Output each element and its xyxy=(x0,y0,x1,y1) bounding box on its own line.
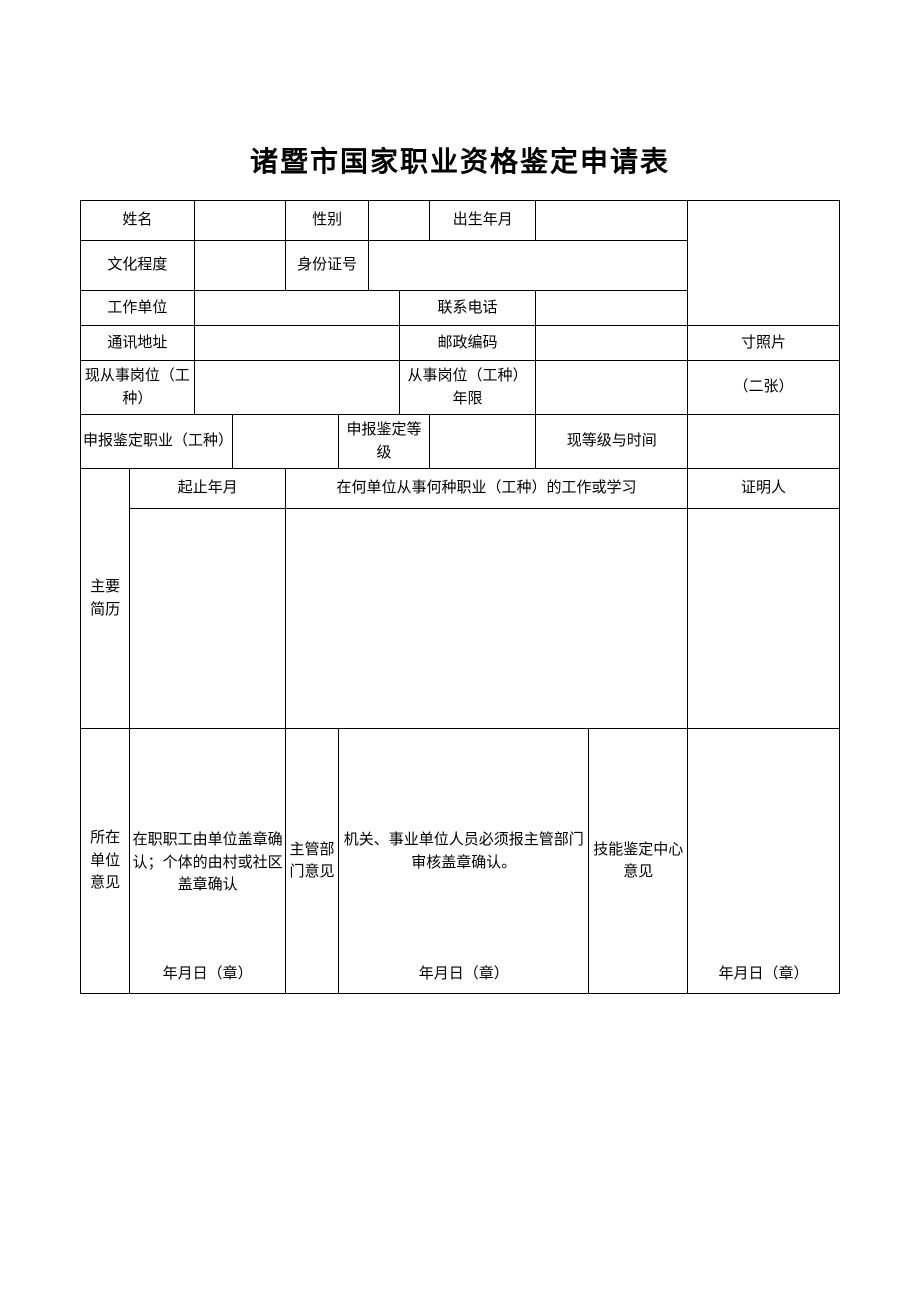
label-education: 文化程度 xyxy=(81,241,195,291)
label-work-unit: 工作单位 xyxy=(81,291,195,326)
value-name xyxy=(194,201,285,241)
unit-opinion-text: 在职职工由单位盖章确认；个体的由村或社区盖章确认 xyxy=(132,829,283,897)
value-gender xyxy=(369,201,430,241)
label-gender: 性别 xyxy=(285,201,368,241)
dept-opinion-cell: 机关、事业单位人员必须报主管部门审核盖章确认。 年月日（章） xyxy=(339,729,589,994)
value-phone xyxy=(536,291,688,326)
value-birth xyxy=(536,201,688,241)
table-row: 现从事岗位（工种） 从事岗位（工种）年限 （二张） xyxy=(81,361,840,415)
label-dept-opinion: 主管部门意见 xyxy=(285,729,338,994)
resume-work-cell xyxy=(285,509,687,729)
value-post-years xyxy=(536,361,688,415)
table-row: 通讯地址 邮政编码 寸照片 xyxy=(81,326,840,361)
label-witness: 证明人 xyxy=(688,469,840,509)
value-current-level xyxy=(688,415,840,469)
label-unit-opinion: 所在单位意见 xyxy=(81,729,130,994)
label-center-opinion: 技能鉴定中心意见 xyxy=(589,729,688,994)
table-row: 申报鉴定职业（工种） 申报鉴定等级 现等级与时间 xyxy=(81,415,840,469)
table-row: 主要简历 起止年月 在何单位从事何种职业（工种）的工作或学习 证明人 xyxy=(81,469,840,509)
label-post-years: 从事岗位（工种）年限 xyxy=(399,361,536,415)
label-postcode: 邮政编码 xyxy=(399,326,536,361)
value-work-unit xyxy=(194,291,399,326)
center-opinion-cell: 年月日（章） xyxy=(688,729,840,994)
center-opinion-date: 年月日（章） xyxy=(688,963,839,986)
dept-opinion-date: 年月日（章） xyxy=(339,963,588,986)
label-birth: 出生年月 xyxy=(430,201,536,241)
value-id-number xyxy=(369,241,688,291)
photo-label-1: 寸照片 xyxy=(688,326,840,361)
resume-period-cell xyxy=(130,509,286,729)
photo-area-top xyxy=(688,201,840,326)
document-page: 诸暨市国家职业资格鉴定申请表 姓名 性别 出生年月 xyxy=(0,0,920,994)
label-address: 通讯地址 xyxy=(81,326,195,361)
value-current-post xyxy=(194,361,399,415)
table-row: 姓名 性别 出生年月 xyxy=(81,201,840,241)
value-education xyxy=(194,241,285,291)
photo-label-2: （二张） xyxy=(688,361,840,415)
dept-opinion-text: 机关、事业单位人员必须报主管部门审核盖章确认。 xyxy=(341,829,586,874)
table-row xyxy=(81,509,840,729)
application-form-table: 姓名 性别 出生年月 文化程度 身份证号 工作单位 联系电话 通讯地址 邮政编码 xyxy=(80,200,840,994)
label-id-number: 身份证号 xyxy=(285,241,368,291)
document-title: 诸暨市国家职业资格鉴定申请表 xyxy=(80,140,840,180)
table-row: 所在单位意见 在职职工由单位盖章确认；个体的由村或社区盖章确认 年月日（章） 主… xyxy=(81,729,840,994)
label-resume: 主要简历 xyxy=(81,469,130,729)
label-phone: 联系电话 xyxy=(399,291,536,326)
value-postcode xyxy=(536,326,688,361)
unit-opinion-date: 年月日（章） xyxy=(130,963,285,986)
label-current-level: 现等级与时间 xyxy=(536,415,688,469)
value-apply-occupation xyxy=(232,415,338,469)
label-current-post: 现从事岗位（工种） xyxy=(81,361,195,415)
label-apply-level: 申报鉴定等级 xyxy=(339,415,430,469)
value-address xyxy=(194,326,399,361)
label-name: 姓名 xyxy=(81,201,195,241)
label-apply-occupation: 申报鉴定职业（工种） xyxy=(81,415,233,469)
label-period: 起止年月 xyxy=(130,469,286,509)
value-apply-level xyxy=(430,415,536,469)
unit-opinion-cell: 在职职工由单位盖章确认；个体的由村或社区盖章确认 年月日（章） xyxy=(130,729,286,994)
label-work-study: 在何单位从事何种职业（工种）的工作或学习 xyxy=(285,469,687,509)
resume-witness-cell xyxy=(688,509,840,729)
